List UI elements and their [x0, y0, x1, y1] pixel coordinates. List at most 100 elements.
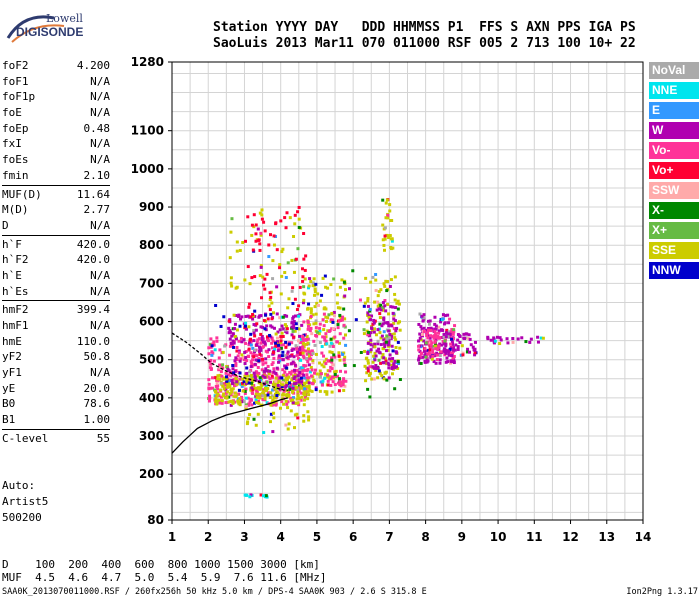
- echo-point: [263, 277, 267, 281]
- param-value: N/A: [90, 90, 110, 104]
- echo-point: [283, 370, 287, 374]
- echo-point: [317, 332, 321, 336]
- echo-point: [238, 400, 242, 404]
- echo-point: [275, 285, 279, 289]
- echo-point: [381, 305, 385, 309]
- echo-point: [434, 347, 438, 351]
- echo-point: [251, 358, 255, 362]
- echo-point: [320, 383, 324, 387]
- echo-point: [228, 337, 232, 341]
- echo-point: [222, 376, 226, 380]
- legend-item: NoVal: [649, 62, 699, 79]
- param-name: foF1p: [2, 90, 36, 104]
- echo-point: [382, 318, 386, 322]
- echo-point: [291, 302, 295, 306]
- echo-point: [261, 345, 265, 349]
- echo-point: [234, 364, 238, 368]
- echo-point: [297, 378, 301, 382]
- echo-point: [373, 300, 377, 304]
- echo-point: [419, 361, 423, 365]
- echo-point: [267, 255, 271, 259]
- echo-point: [257, 238, 261, 242]
- echo-point: [303, 268, 307, 272]
- param-row: fxI N/A: [2, 136, 110, 152]
- echo-point: [270, 337, 274, 341]
- echo-point: [319, 375, 323, 379]
- echo-point: [299, 380, 303, 384]
- echo-point: [286, 406, 290, 410]
- param-name: h`F: [2, 237, 22, 251]
- echo-point: [434, 335, 438, 339]
- echo-point: [288, 387, 292, 391]
- echo-point: [314, 321, 318, 325]
- echo-point: [235, 375, 239, 379]
- echo-point: [466, 347, 470, 351]
- echo-point: [381, 198, 385, 202]
- echo-point: [276, 376, 280, 380]
- param-name: hmE: [2, 334, 22, 348]
- echo-point: [373, 345, 377, 349]
- echo-point: [299, 337, 303, 341]
- echo-point: [267, 304, 271, 308]
- echo-point: [339, 384, 343, 388]
- echo-point: [221, 384, 225, 388]
- echo-point: [251, 380, 255, 384]
- echo-point: [272, 370, 276, 374]
- echo-point: [265, 350, 269, 354]
- echo-point: [287, 390, 291, 394]
- x-tick-label: 6: [349, 530, 357, 544]
- echo-point: [301, 267, 305, 271]
- echo-point: [445, 356, 449, 360]
- echo-point: [249, 337, 253, 341]
- echo-point: [292, 320, 296, 324]
- distance-muf-table: D 100 200 400 600 800 1000 1500 3000 [km…: [2, 558, 327, 584]
- echo-point: [428, 319, 432, 323]
- echo-point: [365, 366, 369, 370]
- echo-point: [207, 346, 211, 350]
- echo-point: [295, 326, 299, 330]
- echo-point: [340, 318, 344, 322]
- echo-point: [330, 350, 334, 354]
- param-row: h`Es N/A: [2, 284, 110, 300]
- echo-point: [380, 374, 384, 378]
- echo-point: [437, 331, 441, 335]
- echo-point: [250, 233, 254, 237]
- echo-point: [214, 376, 218, 380]
- echo-point: [308, 329, 312, 333]
- echo-point: [451, 351, 455, 355]
- echo-point: [449, 342, 453, 346]
- echo-point: [264, 494, 268, 498]
- echo-point: [240, 400, 244, 404]
- echo-point: [374, 333, 378, 337]
- echo-point: [271, 311, 275, 315]
- echo-point: [326, 383, 330, 387]
- echo-point: [277, 360, 281, 364]
- echo-point: [292, 315, 296, 319]
- echo-point: [219, 381, 223, 385]
- echo-point: [225, 381, 229, 385]
- echo-point: [278, 357, 282, 361]
- echo-point: [244, 314, 248, 318]
- echo-point: [220, 395, 224, 399]
- echo-point: [280, 354, 284, 358]
- echo-point: [230, 382, 234, 386]
- auto-program: Artist5: [2, 495, 49, 508]
- echo-point: [264, 389, 268, 393]
- echo-point: [281, 358, 285, 362]
- echo-point: [387, 312, 391, 316]
- echo-point: [262, 283, 266, 287]
- echo-point: [456, 347, 460, 351]
- echo-point: [265, 272, 269, 276]
- echo-point: [224, 371, 228, 375]
- echo-point: [454, 343, 458, 347]
- echo-point: [284, 423, 288, 427]
- echo-point: [367, 314, 371, 318]
- echo-point: [445, 328, 449, 332]
- echo-point: [322, 307, 326, 311]
- echo-point: [318, 322, 322, 326]
- echo-point: [327, 313, 331, 317]
- echo-point: [268, 420, 272, 424]
- echo-point: [259, 265, 263, 269]
- echo-point: [442, 342, 446, 346]
- echo-point: [326, 379, 330, 383]
